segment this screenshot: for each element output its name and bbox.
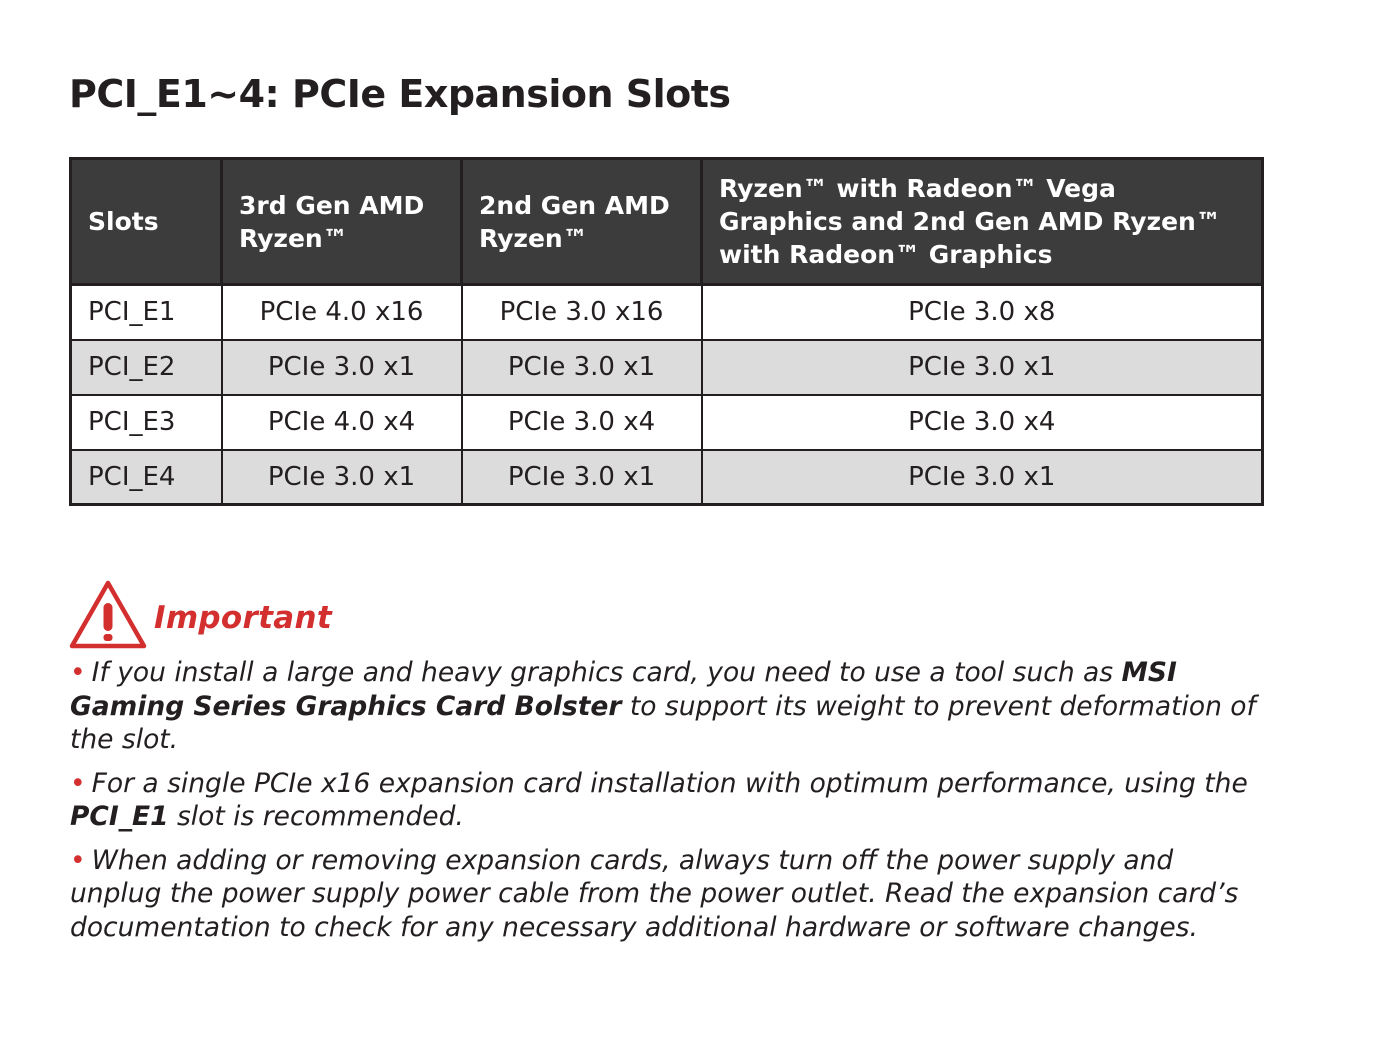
table-row: PCI_E1 PCIe 4.0 x16 PCIe 3.0 x16 PCIe 3.… <box>69 283 1264 341</box>
note-text: slot is recommended. <box>168 801 464 832</box>
header-3rd-gen-ryzen: 3rd Gen AMD Ryzen™ <box>220 157 463 286</box>
note-text: to support its weight to prevent deforma… <box>70 690 1256 756</box>
slot-name-cell: PCI_E3 <box>69 393 223 451</box>
important-header: Important <box>68 578 332 650</box>
note-text: If you install a large and heavy graphic… <box>91 657 1122 688</box>
table-cell: PCIe 3.0 x8 <box>700 283 1264 341</box>
list-item: • If you install a large and heavy graphi… <box>70 656 1270 757</box>
bullet-marker: • <box>70 767 86 799</box>
table-cell: PCIe 3.0 x1 <box>220 338 463 396</box>
pcie-slots-table: Slots 3rd Gen AMD Ryzen™ 2nd Gen AMD Ryz… <box>69 157 1264 506</box>
slot-name-cell: PCI_E2 <box>69 338 223 396</box>
note-emphasis: MSI Gaming Series Graphics Card Bolster <box>70 657 1177 722</box>
slot-name-cell: PCI_E1 <box>69 283 223 341</box>
table-row: PCI_E3 PCIe 4.0 x4 PCIe 3.0 x4 PCIe 3.0 … <box>69 393 1264 451</box>
table-header-row: Slots 3rd Gen AMD Ryzen™ 2nd Gen AMD Ryz… <box>69 157 1264 286</box>
header-ryzen-radeon-graphics: Ryzen™ with Radeon™ Vega Graphics and 2n… <box>700 157 1264 286</box>
important-notes: • If you install a large and heavy graphi… <box>70 656 1270 954</box>
table-row: PCI_E4 PCIe 3.0 x1 PCIe 3.0 x1 PCIe 3.0 … <box>69 448 1264 506</box>
list-item: • For a single PCIe x16 expansion card in… <box>70 767 1270 834</box>
table-cell: PCIe 3.0 x4 <box>700 393 1264 451</box>
note-text: For a single PCIe x16 expansion card ins… <box>91 767 1248 799</box>
table-cell: PCIe 3.0 x1 <box>460 338 703 396</box>
note-text: When adding or removing expansion cards,… <box>70 844 1239 943</box>
warning-triangle-icon <box>69 580 147 649</box>
table-cell: PCIe 3.0 x1 <box>700 338 1264 396</box>
slot-name-cell: PCI_E4 <box>69 448 223 506</box>
header-slots: Slots <box>69 157 223 286</box>
table-cell: PCIe 4.0 x4 <box>220 393 463 451</box>
table-cell: PCIe 3.0 x1 <box>220 448 463 506</box>
table-row: PCI_E2 PCIe 3.0 x1 PCIe 3.0 x1 PCIe 3.0 … <box>69 338 1264 396</box>
bullet-marker: • <box>70 844 86 876</box>
table-cell: PCIe 3.0 x1 <box>700 448 1264 506</box>
bullet-marker: • <box>70 657 86 688</box>
table-cell: PCIe 3.0 x4 <box>460 393 703 451</box>
important-label: Important <box>154 600 332 636</box>
table-cell: PCIe 4.0 x16 <box>220 283 463 341</box>
page-title: PCI_E1~4: PCIe Expansion Slots <box>69 72 731 116</box>
list-item: • When adding or removing expansion cards… <box>70 844 1270 945</box>
header-2nd-gen-ryzen: 2nd Gen AMD Ryzen™ <box>460 157 703 286</box>
table-cell: PCIe 3.0 x16 <box>460 283 703 341</box>
table-cell: PCIe 3.0 x1 <box>460 448 703 506</box>
note-emphasis: PCI_E1 <box>70 801 169 832</box>
